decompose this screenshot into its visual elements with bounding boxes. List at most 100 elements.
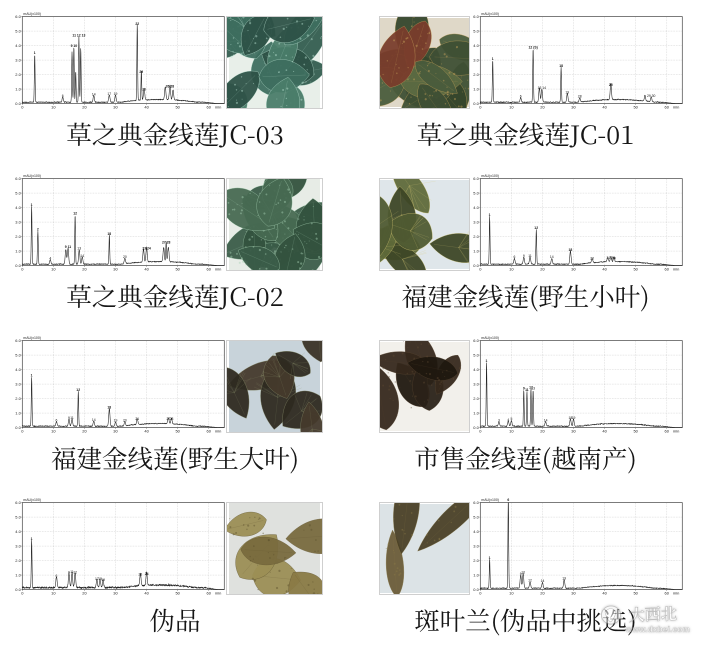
svg-text:60: 60: [206, 267, 211, 272]
svg-text:50: 50: [633, 591, 638, 596]
svg-text:1: 1: [488, 214, 490, 218]
svg-text:10: 10: [521, 571, 525, 575]
svg-text:23: 23: [138, 573, 142, 577]
svg-text:60: 60: [664, 267, 669, 272]
svg-text:30: 30: [571, 105, 576, 110]
svg-text:12 (S): 12 (S): [528, 46, 537, 50]
svg-text:3.0: 3.0: [473, 220, 479, 225]
svg-text:5.0: 5.0: [15, 353, 21, 358]
svg-text:60: 60: [206, 105, 211, 110]
svg-text:1.0: 1.0: [15, 249, 21, 254]
svg-text:28: 28: [578, 95, 582, 99]
svg-text:3.0: 3.0: [15, 220, 21, 225]
svg-text:50: 50: [175, 105, 180, 110]
svg-text:1: 1: [30, 374, 32, 378]
svg-text:10: 10: [51, 105, 56, 110]
svg-text:23 24: 23 24: [142, 247, 151, 251]
svg-text:40: 40: [602, 105, 607, 110]
svg-text:4: 4: [507, 418, 509, 422]
svg-text:2.0: 2.0: [15, 558, 21, 563]
svg-text:10: 10: [509, 267, 514, 272]
svg-text:20: 20: [82, 267, 87, 272]
svg-text:www.dxbei.com: www.dxbei.com: [625, 625, 690, 634]
svg-text:6.0: 6.0: [15, 500, 21, 505]
svg-text:3.0: 3.0: [473, 544, 479, 549]
svg-text:19: 19: [101, 578, 105, 582]
svg-text:4.0: 4.0: [15, 43, 21, 48]
svg-text:3.0: 3.0: [15, 58, 21, 63]
svg-text:6.0: 6.0: [473, 500, 479, 505]
svg-text:4.0: 4.0: [15, 367, 21, 372]
svg-text:6: 6: [55, 574, 57, 578]
svg-text:4.0: 4.0: [15, 529, 21, 534]
svg-text:20: 20: [123, 419, 127, 423]
svg-text:min: min: [673, 105, 679, 110]
svg-text:18: 18: [107, 232, 111, 236]
svg-text:min: min: [215, 591, 221, 596]
svg-text:mAU(x100): mAU(x100): [23, 499, 41, 503]
svg-text:20: 20: [82, 591, 87, 596]
svg-text:10: 10: [509, 591, 514, 596]
svg-text:0: 0: [21, 105, 24, 110]
svg-text:5.0: 5.0: [473, 353, 479, 358]
svg-text:50: 50: [633, 429, 638, 434]
svg-text:19: 19: [571, 416, 575, 420]
svg-text:6: 6: [519, 95, 521, 99]
svg-text:60: 60: [664, 591, 669, 596]
svg-text:1: 1: [30, 538, 32, 542]
svg-text:17: 17: [107, 92, 111, 96]
svg-text:12: 12: [76, 389, 80, 393]
svg-text:23: 23: [142, 88, 146, 92]
svg-text:min: min: [673, 429, 679, 434]
svg-text:mAU(x100): mAU(x100): [23, 337, 41, 341]
svg-text:18: 18: [559, 65, 563, 69]
svg-text:min: min: [673, 267, 679, 272]
svg-text:5.0: 5.0: [15, 29, 21, 34]
svg-text:12: 12: [73, 571, 77, 575]
svg-text:5.0: 5.0: [15, 515, 21, 520]
svg-text:12: 12: [534, 227, 538, 231]
svg-text:10: 10: [509, 429, 514, 434]
svg-text:4.0: 4.0: [15, 205, 21, 210]
svg-text:19: 19: [565, 91, 569, 95]
svg-text:6.0: 6.0: [473, 14, 479, 19]
svg-text:mAU(x100): mAU(x100): [481, 175, 499, 179]
svg-text:3.0: 3.0: [15, 382, 21, 387]
svg-text:10: 10: [51, 267, 56, 272]
svg-text:2: 2: [37, 228, 39, 232]
svg-text:10: 10: [51, 429, 56, 434]
svg-text:mAU(x100): mAU(x100): [23, 175, 41, 179]
svg-text:19: 19: [562, 577, 566, 581]
svg-text:4.0: 4.0: [473, 205, 479, 210]
svg-text:大西北: 大西北: [628, 601, 677, 626]
svg-text:40: 40: [602, 267, 607, 272]
svg-text:30: 30: [113, 105, 118, 110]
svg-text:30: 30: [113, 267, 118, 272]
svg-text:18: 18: [107, 406, 111, 410]
svg-text:27 28: 27 28: [162, 241, 171, 245]
svg-text:19: 19: [113, 92, 117, 96]
svg-text:14: 14: [540, 580, 544, 584]
svg-text:29: 29: [139, 70, 143, 74]
svg-text:13: 13: [531, 387, 535, 391]
svg-text:40: 40: [144, 267, 149, 272]
svg-text:50: 50: [175, 591, 180, 596]
svg-text:2.0: 2.0: [15, 234, 21, 239]
svg-text:14: 14: [92, 418, 96, 422]
svg-text:mAU(x100): mAU(x100): [23, 13, 41, 17]
svg-text:1: 1: [485, 360, 487, 364]
svg-text:30: 30: [571, 591, 576, 596]
svg-text:30: 30: [571, 429, 576, 434]
svg-text:1.0: 1.0: [473, 87, 479, 92]
svg-text:6.0: 6.0: [473, 338, 479, 343]
svg-text:20: 20: [82, 429, 87, 434]
svg-text:11 12 13: 11 12 13: [72, 34, 85, 38]
svg-text:30: 30: [113, 591, 118, 596]
svg-text:5.0: 5.0: [473, 191, 479, 196]
svg-text:28: 28: [169, 418, 173, 422]
svg-text:14: 14: [92, 93, 96, 97]
svg-text:20: 20: [82, 105, 87, 110]
svg-text:9: 9: [523, 254, 525, 258]
svg-text:18: 18: [568, 248, 572, 252]
svg-text:5.0: 5.0: [473, 515, 479, 520]
